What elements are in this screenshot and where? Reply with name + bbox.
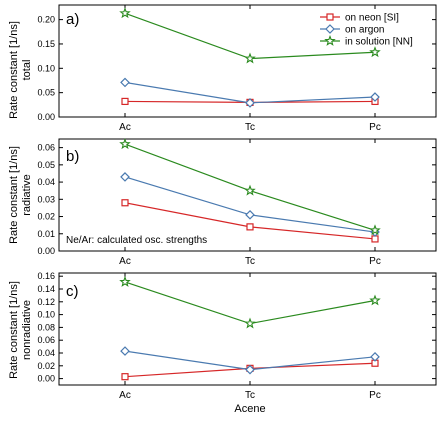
legend-entry: in solution [NN] bbox=[320, 34, 413, 48]
series-line bbox=[124, 202, 376, 240]
legend-label: on neon [SI] bbox=[345, 13, 399, 24]
ylabel-line-2: total bbox=[21, 60, 33, 81]
data-point bbox=[244, 52, 256, 64]
x-tick-label: Tc bbox=[245, 390, 255, 401]
series-argon bbox=[120, 346, 380, 375]
y-tick-label: 0.03 bbox=[37, 194, 55, 204]
x-tick-label: Ac bbox=[119, 390, 131, 401]
series-line bbox=[124, 12, 376, 60]
data-point bbox=[121, 373, 129, 381]
legend-marker bbox=[325, 24, 335, 34]
x-tick-label: Ac bbox=[119, 256, 131, 267]
y-tick-label: 0.06 bbox=[37, 143, 55, 153]
y-tick-label: 0.02 bbox=[37, 361, 55, 371]
series-argon bbox=[120, 77, 380, 108]
legend-label: on argon bbox=[345, 25, 384, 36]
data-point bbox=[121, 97, 129, 106]
data-point bbox=[121, 199, 129, 207]
data-point bbox=[120, 346, 130, 356]
y-tick-label: 0.08 bbox=[37, 322, 55, 332]
plot-frame bbox=[58, 272, 437, 386]
data-point bbox=[369, 46, 381, 58]
panel-c: c) Rate constant [1/ns] nonradiative Ace… bbox=[8, 271, 437, 415]
xlabel: Acene bbox=[234, 403, 265, 415]
series-solution bbox=[119, 275, 381, 329]
ylabel-line-2: radiative bbox=[21, 174, 33, 216]
y-tick-label: 0.05 bbox=[37, 160, 55, 170]
panel-label-c: c) bbox=[66, 283, 79, 300]
x-tick-label: Pc bbox=[369, 256, 381, 267]
y-tick-label: 0.05 bbox=[37, 88, 55, 98]
data-point bbox=[246, 223, 254, 231]
data-point bbox=[119, 138, 131, 150]
data-point bbox=[245, 98, 255, 108]
y-tick-label: 0.16 bbox=[37, 271, 55, 281]
data-point bbox=[370, 351, 380, 362]
panel-label-a: a) bbox=[66, 11, 79, 28]
series-solution bbox=[119, 138, 381, 236]
data-point bbox=[245, 209, 255, 220]
data-point bbox=[370, 92, 380, 102]
data-point bbox=[119, 7, 131, 19]
y-tick-label: 0.14 bbox=[37, 284, 55, 294]
y-tick-label: 0.15 bbox=[37, 39, 55, 49]
legend-label: in solution [NN] bbox=[345, 37, 413, 48]
panel-b: b) Rate constant [1/ns] radiative Ne/Ar:… bbox=[8, 138, 437, 267]
panel-label-b: b) bbox=[66, 148, 79, 165]
y-tick-label: 0.10 bbox=[37, 310, 55, 320]
plot-frame bbox=[58, 138, 437, 252]
data-point bbox=[369, 294, 381, 306]
y-tick-label: 0.12 bbox=[37, 297, 55, 307]
legend-entry: on neon [SI] bbox=[320, 13, 399, 24]
x-tick-label: Tc bbox=[245, 256, 255, 267]
y-tick-label: 0.04 bbox=[37, 177, 55, 187]
x-tick-label: Tc bbox=[245, 122, 255, 133]
x-tick-label: Pc bbox=[369, 122, 381, 133]
y-tick-label: 0.00 bbox=[37, 374, 55, 384]
series-solution bbox=[119, 7, 381, 64]
data-point bbox=[244, 184, 256, 196]
series-line bbox=[124, 281, 376, 325]
annotation-text: Ne/Ar: calculated osc. strengths bbox=[66, 235, 207, 246]
x-tick-label: Pc bbox=[369, 390, 381, 401]
data-point bbox=[369, 224, 381, 236]
panel-a: a) Rate constant [1/ns] total 0.00 0.05 0.… bbox=[8, 4, 437, 133]
legend-marker bbox=[326, 13, 334, 21]
y-tick-label: 0.06 bbox=[37, 335, 55, 345]
y-tick-label: 0.00 bbox=[37, 246, 55, 256]
x-tick-label: Ac bbox=[119, 122, 131, 133]
data-point bbox=[245, 364, 255, 375]
y-tick-label: 0.04 bbox=[37, 348, 55, 358]
y-tick-label: 0.01 bbox=[37, 229, 55, 239]
data-point bbox=[244, 317, 256, 329]
y-tick-label: 0.10 bbox=[37, 63, 55, 73]
ylabel-line-2: nonradiative bbox=[21, 300, 33, 360]
y-tick-label: 0.20 bbox=[37, 15, 55, 25]
data-point bbox=[119, 275, 131, 287]
ylabel-line-1: Rate constant [1/ns] bbox=[8, 21, 20, 119]
y-tick-label: 0.02 bbox=[37, 212, 55, 222]
plot-frame bbox=[58, 4, 437, 118]
series-neon bbox=[121, 199, 379, 243]
y-tick-label: 0.00 bbox=[37, 112, 55, 122]
data-point bbox=[120, 77, 130, 88]
ylabel-line-1: Rate constant [1/ns] bbox=[8, 146, 20, 244]
data-point bbox=[120, 172, 130, 182]
ylabel-line-1: Rate constant [1/ns] bbox=[8, 281, 20, 379]
legend-entry: on argon bbox=[320, 24, 384, 36]
legend-marker bbox=[324, 34, 336, 46]
